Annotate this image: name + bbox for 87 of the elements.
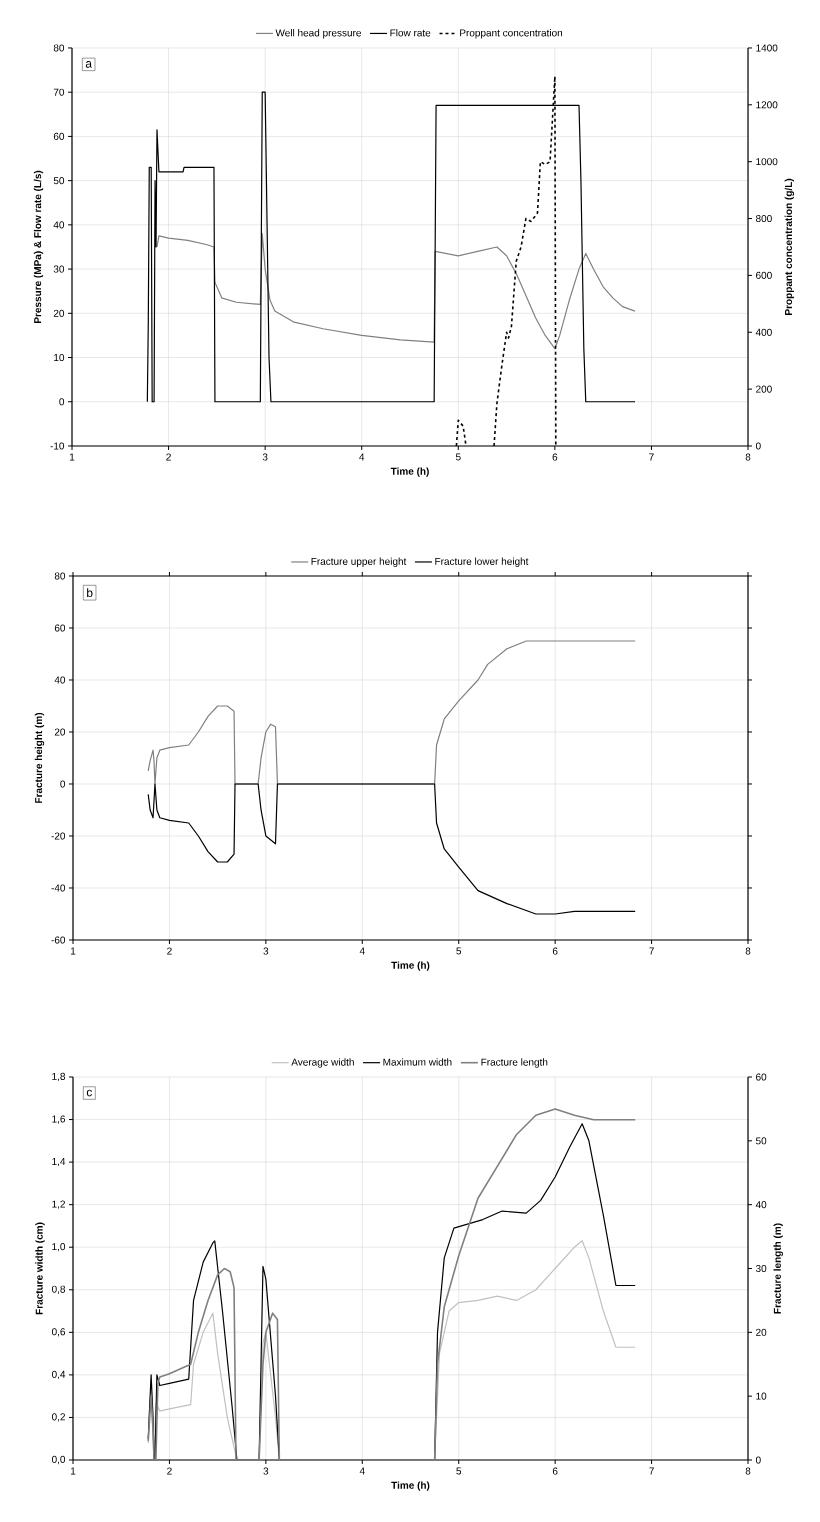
- y2-tick-label: 50: [755, 1137, 767, 1145]
- y2-tick-label: 1200: [756, 101, 778, 109]
- y2-tick-label: 1400: [756, 44, 778, 52]
- y-tick-label: -40: [51, 884, 66, 892]
- legend-label: Maximum width: [383, 1058, 452, 1066]
- y2-tick-label: 60: [756, 1073, 767, 1081]
- y-tick-label: 60: [54, 624, 66, 632]
- line-series: [147, 783, 636, 915]
- legend-label: Average width: [291, 1058, 354, 1068]
- y2-tick-label: 0: [755, 442, 761, 450]
- y2-tick-label: 40: [755, 1201, 767, 1209]
- y-tick-label: 80: [54, 572, 66, 580]
- x-tick-label: 1: [70, 1467, 76, 1475]
- x-tick-label: 7: [649, 1467, 654, 1475]
- y-tick-label: 0,6: [51, 1328, 66, 1337]
- y2-tick-label: 10: [756, 1392, 767, 1400]
- y-tick-label: 40: [53, 221, 65, 229]
- y-tick-label: 70: [53, 88, 65, 96]
- y-tick-label: 10: [54, 353, 65, 362]
- y-tick-label: 1,4: [52, 1158, 66, 1167]
- x-tick-label: 4: [359, 453, 365, 461]
- y-tick-label: 50: [53, 177, 65, 185]
- x-axis-title: Time (h): [390, 467, 429, 477]
- annotation: c: [86, 1089, 92, 1097]
- x-tick-label: 4: [359, 947, 365, 955]
- y2-axis-title: Proppant concentration (g/L): [784, 178, 795, 315]
- x-tick-label: 6: [552, 453, 558, 461]
- y2-tick-label: 1000: [756, 158, 778, 166]
- annotation: a: [85, 61, 92, 68]
- y2-tick-label: 200: [756, 385, 772, 393]
- y-axis-title: Fracture height (m): [34, 712, 45, 803]
- x-tick-label: 5: [455, 453, 461, 461]
- x-tick-label: 4: [359, 1467, 365, 1475]
- x-tick-label: 8: [745, 947, 751, 955]
- x-tick-label: 8: [745, 1467, 751, 1475]
- y2-tick-label: 0: [755, 1456, 761, 1464]
- legend-label: Well head pressure: [275, 29, 362, 39]
- y-tick-label: -60: [51, 936, 66, 944]
- y-tick-label: 0,0: [51, 1455, 66, 1465]
- x-tick-label: 8: [745, 453, 751, 461]
- x-tick-label: 7: [649, 947, 654, 955]
- x-tick-label: 1: [70, 947, 76, 955]
- x-tick-label: 3: [263, 1467, 269, 1475]
- x-tick-label: 3: [262, 453, 268, 461]
- y-tick-label: -20: [51, 832, 66, 840]
- y2-tick-label: 30: [755, 1264, 767, 1273]
- y-tick-label: 1,8: [52, 1072, 66, 1082]
- x-tick-label: 3: [263, 947, 269, 955]
- x-tick-label: 2: [167, 1467, 172, 1475]
- y-axis-title: Pressure (MPa) & Flow rate (L/s): [33, 170, 44, 323]
- x-tick-label: 2: [167, 947, 172, 955]
- y-tick-label: 0,2: [51, 1413, 65, 1422]
- y-tick-label: -10: [50, 442, 65, 450]
- y-tick-label: 20: [53, 309, 65, 317]
- y-tick-label: 80: [53, 44, 65, 52]
- x-tick-label: 6: [552, 947, 558, 955]
- y-tick-label: 60: [53, 132, 65, 140]
- x-axis-title: Time (h): [391, 1481, 430, 1491]
- y-tick-label: 0: [59, 398, 65, 406]
- y-tick-label: 0,8: [51, 1285, 66, 1294]
- y2-tick-label: 400: [755, 328, 772, 336]
- x-tick-label: 2: [166, 453, 171, 461]
- x-tick-label: 6: [552, 1467, 558, 1475]
- y2-tick-label: 600: [756, 271, 772, 279]
- y2-tick-label: 20: [756, 1328, 767, 1336]
- legend-label: Fracture length: [481, 1058, 548, 1068]
- y-tick-label: 30: [53, 265, 65, 273]
- legend-label: Flow rate: [390, 29, 431, 37]
- x-axis-title: Time (h): [391, 961, 430, 971]
- y-tick-label: 0,4: [51, 1370, 66, 1380]
- legend-label: Proppant concentration: [460, 29, 563, 39]
- annotation: b: [87, 588, 93, 598]
- y-tick-label: 20: [54, 728, 66, 736]
- y-tick-label: 40: [54, 676, 66, 684]
- x-tick-label: 5: [456, 947, 462, 955]
- y-tick-label: 0: [60, 780, 66, 788]
- y-axis-title: Fracture width (cm): [35, 1222, 45, 1315]
- y2-tick-label: 800: [755, 215, 772, 223]
- y2-axis-title: Fracture length (m): [773, 1223, 783, 1314]
- legend-label: Fracture lower height: [435, 557, 529, 567]
- y-tick-label: 1,2: [52, 1200, 65, 1209]
- x-tick-label: 5: [456, 1467, 462, 1475]
- y-tick-label: 1,0: [52, 1243, 66, 1252]
- y-tick-label: 1,6: [52, 1115, 66, 1124]
- legend-label: Fracture upper height: [311, 557, 407, 567]
- x-tick-label: 7: [649, 453, 654, 461]
- x-tick-label: 1: [69, 453, 75, 461]
